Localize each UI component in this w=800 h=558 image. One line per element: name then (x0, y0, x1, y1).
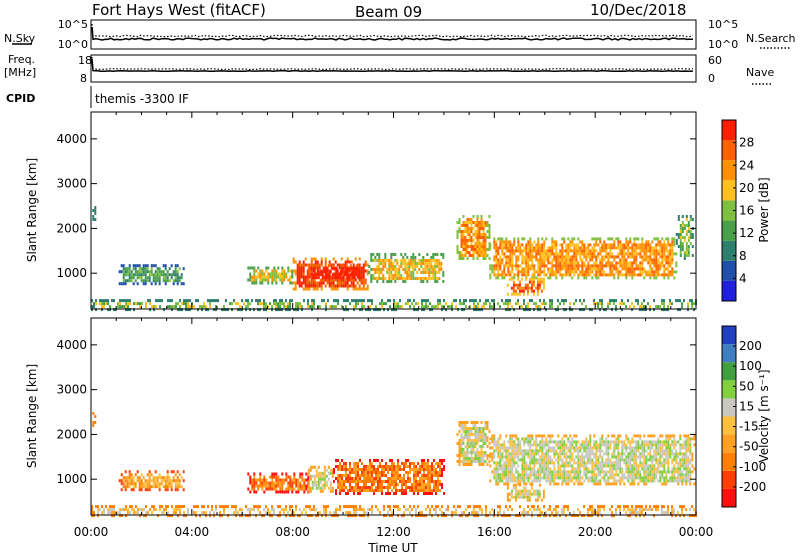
power-colorbar-swatch (722, 241, 736, 261)
power-region (119, 264, 185, 285)
power-ytick-label: 1000 (56, 266, 87, 280)
nsky-frame (91, 20, 696, 49)
velocity-colorbar-swatch (722, 417, 736, 435)
power-region (507, 278, 545, 296)
power-colorbar-label: Power [dB] (757, 177, 771, 242)
power-colorbar-tick: 4 (739, 271, 747, 285)
station-title: Fort Hays West (fitACF) (92, 1, 266, 19)
nsky-panel: N.Sky 10^5 10^0 10^5 10^0 N.Search (4, 18, 796, 51)
velocity-region (119, 470, 185, 491)
x-tick-label: 08:00 (275, 525, 310, 539)
velocity-region (333, 459, 445, 495)
power-region (368, 253, 444, 283)
velocity-ytick-label: 1000 (56, 472, 87, 486)
nave-tick-bottom: 0 (708, 72, 715, 85)
velocity-colorbar-tick: -15 (739, 420, 759, 434)
power-colorbar-tick: 28 (739, 136, 754, 150)
power-colorbar-swatch (722, 120, 736, 140)
velocity-colorbar-tick: 15 (739, 399, 754, 413)
power-region (489, 237, 677, 279)
power-colorbar-swatch (722, 160, 736, 180)
nsky-label: N.Sky (4, 32, 36, 45)
x-axis-label: Time UT (367, 541, 418, 554)
x-axis-tick-labels: 00:00 04:00 08:00 12:00 16:00 20:00 00:00 (74, 525, 714, 539)
velocity-region (92, 412, 96, 427)
cpid-text: themis -3300 IF (95, 92, 189, 106)
nave-label: Nave (746, 66, 774, 79)
velocity-colorbar-swatch (722, 453, 736, 471)
power-ytick-label: 3000 (56, 177, 87, 191)
freq-label: Freq. (8, 53, 35, 66)
velocity-colorbar-swatch (722, 398, 736, 416)
x-tick-label: 04:00 (175, 525, 210, 539)
velocity-region (247, 473, 309, 494)
nsearch-tick-top: 10^5 (708, 18, 738, 31)
power-colorbar-swatch (722, 221, 736, 241)
power-region (247, 267, 293, 285)
velocity-region (507, 484, 545, 502)
power-colorbar-tick: 16 (739, 204, 754, 218)
velocity-colorbar-tick: -50 (739, 440, 759, 454)
nsky-tick-bottom: 10^0 (58, 38, 88, 51)
power-region (92, 206, 96, 221)
velocity-colorbar-tick: -200 (739, 480, 766, 494)
power-colorbar-tick: 12 (739, 226, 754, 240)
x-tick-label: 12:00 (376, 525, 411, 539)
velocity-colorbar-swatch (722, 380, 736, 398)
x-tick-label: 00:00 (74, 525, 109, 539)
power-colorbar-swatch (722, 281, 736, 301)
power-ylabel: Slant Range [km] (25, 158, 39, 262)
nave-trace (92, 57, 693, 69)
x-tick-label: 16:00 (477, 525, 512, 539)
power-region (457, 215, 491, 260)
power-colorbar-swatch (722, 180, 736, 200)
velocity-region (308, 466, 334, 493)
nsearch-tick-bottom: 10^0 (708, 38, 738, 51)
velocity-colorbar-swatch (722, 489, 736, 507)
power-colorbar-tick: 24 (739, 158, 754, 172)
nsky-tick-top: 10^5 (58, 18, 88, 31)
nsky-trace (92, 27, 693, 40)
velocity-colorbar-tick: 200 (739, 339, 762, 353)
power-colorbar-tick: 20 (739, 181, 754, 195)
velocity-colorbar-swatch (722, 471, 736, 489)
velocity-ytick-label: 2000 (56, 427, 87, 441)
power-region (676, 215, 694, 260)
x-tick-label: 00:00 (679, 525, 714, 539)
power-colorbar: 28 24 20 16 12 8 4 (722, 120, 754, 301)
velocity-colorbar-tick: 50 (739, 379, 754, 393)
nave-tick-top: 60 (708, 54, 722, 67)
velocity-ytick-label: 4000 (56, 338, 87, 352)
velocity-colorbar-swatch (722, 435, 736, 453)
power-marks (91, 206, 697, 311)
velocity-region (457, 421, 491, 466)
power-panel: 4000 3000 2000 1000 Slant Range [km] 28 24 20… (25, 112, 771, 311)
date-title: 10/Dec/2018 (590, 1, 686, 19)
nsearch-label: N.Search (746, 32, 796, 45)
freq-tick-bottom: 8 (80, 72, 87, 85)
power-ytick-label: 2000 (56, 221, 87, 235)
x-tick-label: 20:00 (578, 525, 613, 539)
power-colorbar-tick: 8 (739, 249, 747, 263)
freq-panel: Freq. [MHz] 18 8 60 0 Nave (4, 53, 774, 85)
cpid-label: CPID (6, 92, 35, 105)
cpid-row: CPID themis -3300 IF (6, 86, 189, 108)
beam-title: Beam 09 (355, 3, 422, 21)
velocity-colorbar-label: Velocity [m s⁻¹] (757, 369, 771, 462)
velocity-colorbar-swatch (722, 326, 736, 344)
velocity-ytick-label: 3000 (56, 383, 87, 397)
velocity-marks (91, 412, 697, 517)
nsearch-trace (92, 24, 693, 37)
power-ytick-label: 4000 (56, 132, 87, 146)
freq-unit: [MHz] (4, 66, 36, 79)
velocity-ylabel: Slant Range [km] (25, 364, 39, 468)
velocity-colorbar-swatch (722, 344, 736, 362)
velocity-colorbar-swatch (722, 362, 736, 380)
velocity-region (489, 434, 695, 485)
freq-tick-top: 18 (78, 54, 92, 67)
